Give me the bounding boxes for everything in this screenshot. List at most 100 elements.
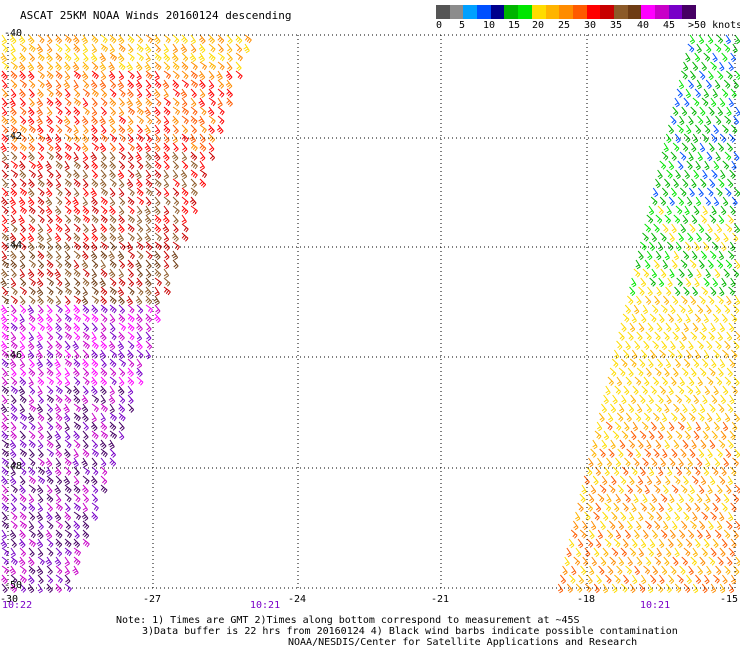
wind-barb <box>596 421 603 432</box>
wind-barb <box>600 556 607 567</box>
wind-barb <box>27 574 35 585</box>
wind-barb <box>579 529 587 539</box>
wind-barb <box>73 187 80 198</box>
wind-barb <box>36 484 44 495</box>
wind-barb <box>726 556 733 566</box>
wind-barb <box>634 340 641 351</box>
wind-barb <box>19 232 26 242</box>
wind-barb <box>19 448 27 458</box>
wind-barb <box>0 142 7 153</box>
wind-barb <box>55 295 62 306</box>
wind-barb <box>724 412 731 423</box>
wind-barb <box>136 70 142 81</box>
wind-barb <box>226 61 233 72</box>
wind-barb <box>81 394 89 405</box>
wind-barb <box>672 142 680 152</box>
wind-barb <box>619 439 626 450</box>
wind-barb <box>645 367 652 378</box>
wind-barb <box>671 295 679 305</box>
wind-barb <box>36 97 44 108</box>
colorbar-swatch <box>531 5 546 19</box>
wind-barb <box>640 313 647 324</box>
wind-barb <box>19 79 27 89</box>
wind-barb <box>108 250 115 261</box>
wind-barb <box>9 196 16 207</box>
wind-barb <box>666 205 672 216</box>
wind-barb <box>46 277 54 287</box>
wind-barb <box>724 115 732 125</box>
wind-barb <box>190 178 197 188</box>
wind-barb <box>1 547 10 557</box>
wind-barb <box>635 259 641 270</box>
wind-barb <box>660 232 667 242</box>
wind-barb <box>36 340 43 351</box>
wind-barb <box>118 277 126 287</box>
wind-barb <box>64 376 71 387</box>
wind-barb <box>136 160 144 170</box>
wind-barb <box>19 52 26 62</box>
wind-barb <box>19 439 27 449</box>
wind-barb <box>719 583 726 594</box>
wind-barb <box>100 88 108 98</box>
wind-barb <box>635 520 642 531</box>
wind-barb <box>109 304 117 314</box>
wind-barb <box>54 232 62 243</box>
wind-barb <box>172 214 179 225</box>
wind-barb <box>719 511 725 522</box>
wind-barb <box>653 223 660 233</box>
wind-barb <box>109 34 117 44</box>
wind-barb <box>144 61 152 72</box>
wind-barb <box>72 565 79 576</box>
wind-barb <box>118 124 126 134</box>
wind-barb <box>706 115 712 126</box>
wind-barb <box>694 538 701 549</box>
wind-barb <box>627 556 633 567</box>
wind-barb <box>37 322 45 332</box>
wind-barb <box>724 376 732 386</box>
wind-barb <box>19 286 27 296</box>
wind-barb <box>10 169 19 179</box>
wind-barb <box>36 511 44 522</box>
wind-barb <box>91 34 99 44</box>
wind-barb <box>37 421 44 432</box>
wind-barb <box>36 331 44 342</box>
wind-barb <box>579 493 586 503</box>
wind-barb <box>181 34 188 44</box>
wind-barb <box>683 97 690 108</box>
wind-barb <box>91 439 98 449</box>
wind-barb <box>728 358 736 368</box>
wind-barb <box>713 574 720 584</box>
wind-barb <box>64 160 70 171</box>
wind-barb <box>10 322 18 332</box>
wind-barb <box>689 223 696 233</box>
wind-barb <box>673 403 680 413</box>
wind-barb <box>73 295 81 305</box>
wind-barb <box>109 430 117 440</box>
wind-barb <box>710 511 717 521</box>
wind-barb <box>82 286 88 297</box>
wind-barb <box>82 304 90 314</box>
wind-barb <box>692 547 698 558</box>
wind-barb <box>37 547 44 558</box>
wind-barb <box>127 214 135 224</box>
wind-barb <box>36 277 44 288</box>
wind-barb <box>1 484 8 494</box>
wind-barb <box>704 160 710 171</box>
wind-barb <box>691 178 697 189</box>
wind-barb <box>82 430 89 441</box>
wind-barb <box>46 286 54 296</box>
wind-barb <box>55 376 63 386</box>
wind-barb <box>82 187 89 197</box>
wind-barb <box>163 232 170 243</box>
wind-barb <box>27 61 35 72</box>
wind-barb <box>716 34 724 44</box>
wind-barb <box>664 250 670 261</box>
wind-barb <box>136 205 143 216</box>
wind-barb <box>728 322 735 333</box>
colorbar-swatch <box>504 5 519 19</box>
wind-barb <box>190 187 198 197</box>
wind-barb <box>657 430 664 441</box>
wind-barb <box>99 331 107 342</box>
wind-barb <box>0 268 8 279</box>
wind-barb <box>687 457 693 468</box>
